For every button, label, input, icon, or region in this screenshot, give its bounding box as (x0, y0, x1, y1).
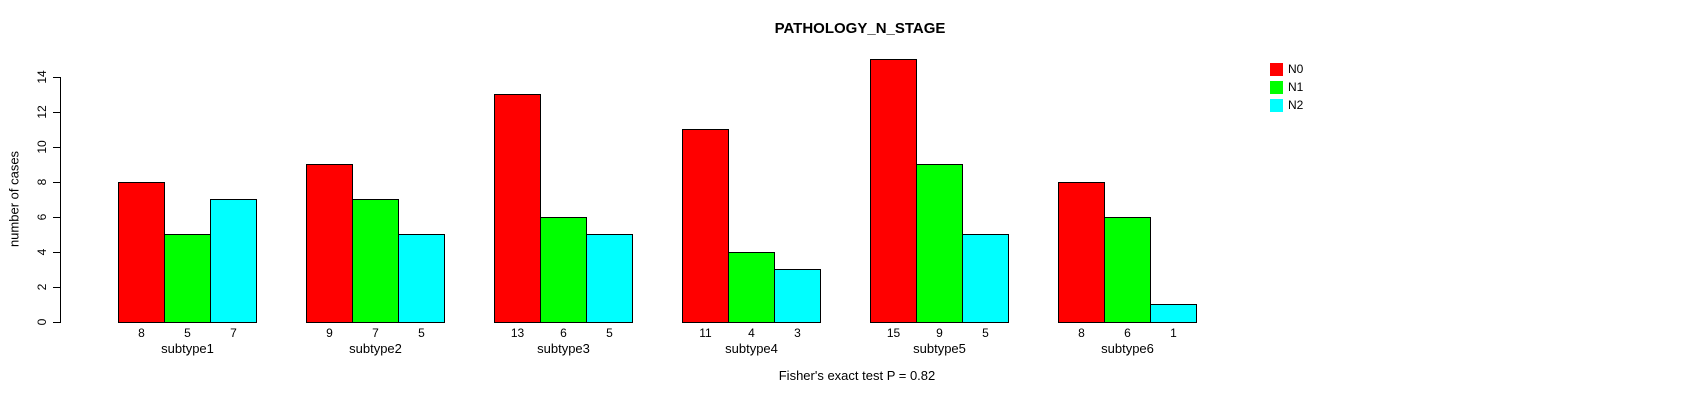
y-tick-label: 2 (35, 283, 49, 291)
bar-n2-subtype2 (398, 234, 445, 323)
y-tick (53, 112, 60, 113)
category-label-subtype6: subtype6 (1101, 341, 1154, 356)
bar-n0-subtype5 (870, 59, 917, 323)
bar-value-label: 8 (138, 326, 145, 340)
bar-value-label: 5 (606, 326, 613, 340)
bar-n2-subtype4 (774, 269, 821, 323)
bar-n2-subtype6 (1150, 304, 1197, 323)
chart-title: PATHOLOGY_N_STAGE (774, 20, 946, 37)
category-label-subtype2: subtype2 (349, 341, 402, 356)
bar-value-label: 13 (510, 326, 525, 340)
bar-n0-subtype6 (1058, 182, 1105, 323)
category-label-subtype3: subtype3 (537, 341, 590, 356)
bar-value-label: 15 (886, 326, 901, 340)
bar-n2-subtype1 (210, 199, 257, 323)
legend-item-n0: N0 (1270, 62, 1303, 76)
y-tick-label: 0 (35, 318, 49, 326)
bar-value-label: 4 (748, 326, 755, 340)
bar-value-label: 6 (1124, 326, 1131, 340)
bar-n1-subtype4 (728, 252, 775, 323)
y-axis-line (60, 77, 61, 323)
fisher-test-annotation: Fisher's exact test P = 0.82 (778, 368, 936, 383)
category-label-subtype1: subtype1 (161, 341, 214, 356)
bar-n1-subtype5 (916, 164, 963, 323)
y-tick (53, 322, 60, 323)
y-tick-label: 10 (35, 140, 49, 154)
y-tick (53, 182, 60, 183)
y-tick (53, 77, 60, 78)
legend-label: N1 (1288, 80, 1304, 94)
legend-item-n2: N2 (1270, 98, 1303, 112)
bar-value-label: 6 (560, 326, 567, 340)
bar-n1-subtype3 (540, 217, 587, 323)
bar-n0-subtype3 (494, 94, 541, 323)
y-tick (53, 287, 60, 288)
legend-label: N0 (1288, 62, 1304, 76)
bar-n2-subtype3 (586, 234, 633, 323)
bar-value-label: 7 (372, 326, 379, 340)
legend-label: N2 (1288, 98, 1304, 112)
y-tick-label: 14 (35, 70, 49, 84)
legend-swatch-n2 (1270, 98, 1283, 112)
bar-value-label: 8 (1078, 326, 1085, 340)
legend-item-n1: N1 (1270, 80, 1303, 94)
bar-value-label: 7 (230, 326, 237, 340)
bar-value-label: 1 (1170, 326, 1177, 340)
y-axis-label: number of cases (6, 150, 22, 248)
bar-value-label: 9 (936, 326, 943, 340)
bar-n1-subtype2 (352, 199, 399, 323)
bar-value-label: 11 (699, 326, 712, 340)
bar-value-label: 5 (184, 326, 191, 340)
bar-value-label: 5 (418, 326, 425, 340)
bar-n1-subtype1 (164, 234, 211, 323)
legend-swatch-n1 (1270, 80, 1283, 94)
bar-value-label: 9 (326, 326, 333, 340)
y-tick-label: 4 (35, 248, 49, 256)
y-tick (53, 217, 60, 218)
y-tick-label: 6 (35, 213, 49, 221)
bar-n0-subtype2 (306, 164, 353, 323)
y-tick (53, 252, 60, 253)
category-label-subtype4: subtype4 (725, 341, 778, 356)
legend-swatch-n0 (1270, 62, 1283, 76)
y-tick-label: 12 (35, 105, 49, 119)
bar-value-label: 5 (982, 326, 989, 340)
category-label-subtype5: subtype5 (913, 341, 966, 356)
y-tick (53, 147, 60, 148)
bar-n1-subtype6 (1104, 217, 1151, 323)
bar-n0-subtype4 (682, 129, 729, 323)
bar-n0-subtype1 (118, 182, 165, 323)
bar-n2-subtype5 (962, 234, 1009, 323)
bar-value-label: 3 (794, 326, 801, 340)
y-tick-label: 8 (35, 178, 49, 186)
